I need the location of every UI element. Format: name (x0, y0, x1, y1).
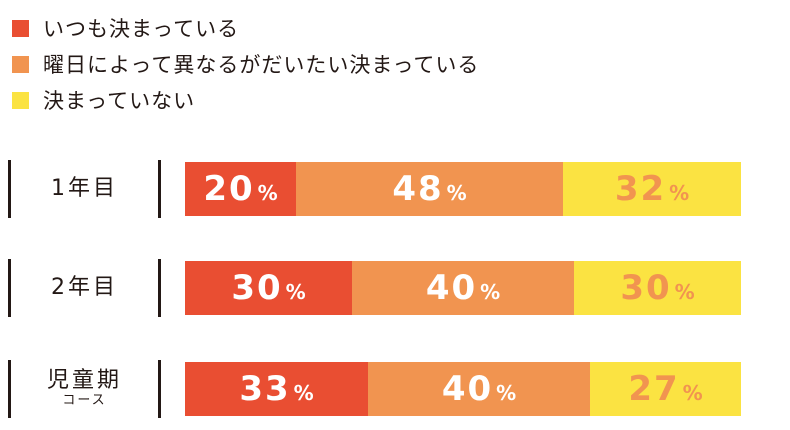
legend-label-always: いつも決まっている (43, 17, 240, 41)
row-divider-left (8, 259, 11, 317)
category-label: 1年目 (11, 162, 158, 216)
data-label-unit: % (674, 280, 695, 304)
legend-item-always: いつも決まっている (12, 10, 479, 46)
bar-segment-mostly: 40% (368, 362, 590, 416)
legend-label-not-fixed: 決まっていない (43, 89, 196, 113)
data-label: 48 (392, 169, 444, 209)
data-label-unit: % (669, 181, 690, 205)
data-label-unit: % (446, 181, 467, 205)
row-divider-left (8, 160, 11, 218)
legend-swatch-not-fixed (12, 91, 29, 109)
data-label: 40 (441, 369, 494, 409)
row-divider-right (158, 360, 161, 418)
data-label: 32 (614, 169, 667, 209)
legend-swatch-always (12, 19, 29, 37)
row-divider-right (158, 259, 161, 317)
bar-segment-not-fixed: 32% (563, 162, 741, 216)
data-label-unit: % (257, 181, 278, 205)
bar-segment-mostly: 48% (296, 162, 563, 216)
data-label: 30 (231, 268, 283, 308)
category-label: 2年目 (11, 261, 158, 315)
bar-segment-always: 33% (185, 362, 368, 416)
data-label-unit: % (682, 381, 703, 405)
category-label-main: 2年目 (51, 274, 118, 300)
row-divider-left (8, 360, 11, 418)
stacked-bar: 30% 40% 30% (185, 261, 741, 315)
data-label: 40 (425, 268, 478, 308)
bar-segment-always: 20% (185, 162, 296, 216)
data-label-unit: % (293, 381, 314, 405)
data-label-unit: % (480, 280, 501, 304)
category-label-main: 1年目 (51, 175, 118, 201)
bar-segment-mostly: 40% (352, 261, 574, 315)
bar-segment-not-fixed: 27% (590, 362, 741, 416)
chart-row: 児童期 コース 33% 40% 27% (0, 360, 790, 418)
legend-item-not-fixed: 決まっていない (12, 82, 479, 118)
category-label-sub: コース (62, 393, 107, 409)
legend: いつも決まっている 曜日によって異なるがだいたい決まっている 決まっていない (12, 10, 479, 118)
category-label: 児童期 コース (11, 362, 158, 416)
data-label: 27 (628, 369, 680, 409)
data-label: 20 (203, 169, 255, 209)
chart-row: 2年目 30% 40% 30% (0, 259, 790, 317)
chart-row: 1年目 20% 48% 32% (0, 160, 790, 218)
row-divider-right (158, 160, 161, 218)
category-label-main: 児童期 (46, 368, 122, 394)
legend-swatch-mostly (12, 55, 29, 73)
legend-label-mostly: 曜日によって異なるがだいたい決まっている (43, 53, 480, 77)
data-label-unit: % (285, 280, 306, 304)
bar-segment-not-fixed: 30% (574, 261, 741, 315)
stacked-bar: 33% 40% 27% (185, 362, 741, 416)
data-label-unit: % (496, 381, 517, 405)
legend-item-mostly: 曜日によって異なるがだいたい決まっている (12, 46, 479, 82)
data-label: 30 (620, 268, 672, 308)
stacked-bar: 20% 48% 32% (185, 162, 741, 216)
data-label: 33 (239, 369, 291, 409)
bar-segment-always: 30% (185, 261, 352, 315)
